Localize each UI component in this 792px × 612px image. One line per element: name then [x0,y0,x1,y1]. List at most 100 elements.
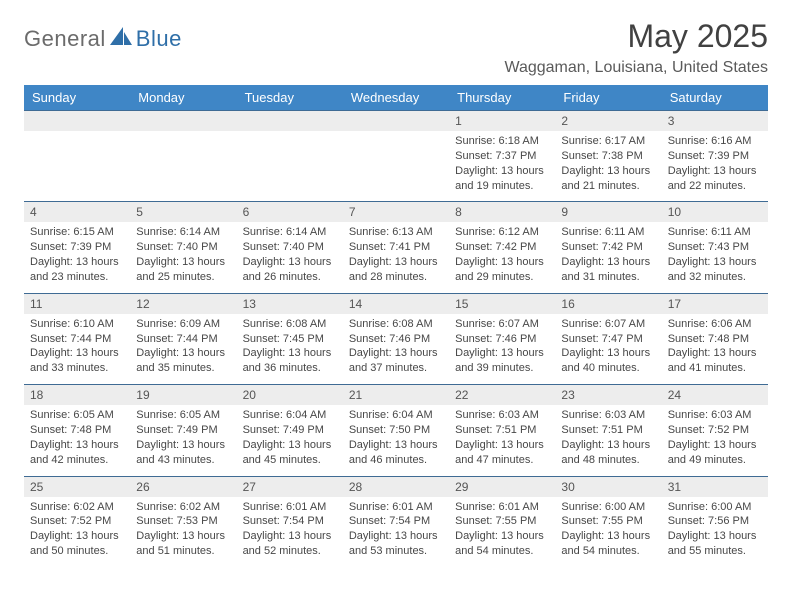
calendar-week-row: 25Sunrise: 6:02 AMSunset: 7:52 PMDayligh… [24,476,768,567]
day-body: Sunrise: 6:03 AMSunset: 7:51 PMDaylight:… [555,405,661,475]
logo-text-blue: Blue [136,26,182,52]
calendar-cell: 3Sunrise: 6:16 AMSunset: 7:39 PMDaylight… [662,111,768,202]
sunrise-line: Sunrise: 6:03 AM [561,408,655,423]
sunset-line: Sunset: 7:50 PM [349,423,443,438]
day-number: 19 [130,385,236,405]
daylight-line: Daylight: 13 hours and 51 minutes. [136,529,230,559]
sunset-line: Sunset: 7:54 PM [243,514,337,529]
sunrise-line: Sunrise: 6:03 AM [668,408,762,423]
daylight-line: Daylight: 13 hours and 42 minutes. [30,438,124,468]
sunrise-line: Sunrise: 6:16 AM [668,134,762,149]
calendar-body: 1Sunrise: 6:18 AMSunset: 7:37 PMDaylight… [24,111,768,567]
sunrise-line: Sunrise: 6:01 AM [455,500,549,515]
sunrise-line: Sunrise: 6:00 AM [561,500,655,515]
daylight-line: Daylight: 13 hours and 19 minutes. [455,164,549,194]
daylight-line: Daylight: 13 hours and 23 minutes. [30,255,124,285]
day-number: 2 [555,111,661,131]
day-body: Sunrise: 6:14 AMSunset: 7:40 PMDaylight:… [237,222,343,292]
day-body: Sunrise: 6:10 AMSunset: 7:44 PMDaylight:… [24,314,130,384]
daylight-line: Daylight: 13 hours and 32 minutes. [668,255,762,285]
day-number: 5 [130,202,236,222]
day-number: 13 [237,294,343,314]
logo-sail-icon [110,27,132,52]
day-body: Sunrise: 6:11 AMSunset: 7:43 PMDaylight:… [662,222,768,292]
daylight-line: Daylight: 13 hours and 54 minutes. [561,529,655,559]
day-body: Sunrise: 6:18 AMSunset: 7:37 PMDaylight:… [449,131,555,201]
day-body: Sunrise: 6:08 AMSunset: 7:45 PMDaylight:… [237,314,343,384]
day-number: 29 [449,477,555,497]
day-body: Sunrise: 6:06 AMSunset: 7:48 PMDaylight:… [662,314,768,384]
sunrise-line: Sunrise: 6:02 AM [30,500,124,515]
day-body: Sunrise: 6:13 AMSunset: 7:41 PMDaylight:… [343,222,449,292]
daylight-line: Daylight: 13 hours and 48 minutes. [561,438,655,468]
calendar-cell: 5Sunrise: 6:14 AMSunset: 7:40 PMDaylight… [130,202,236,293]
day-number: 26 [130,477,236,497]
weekday-header: Thursday [449,85,555,111]
calendar-header: SundayMondayTuesdayWednesdayThursdayFrid… [24,85,768,111]
sunrise-line: Sunrise: 6:17 AM [561,134,655,149]
day-body: Sunrise: 6:01 AMSunset: 7:55 PMDaylight:… [449,497,555,567]
weekday-header: Friday [555,85,661,111]
sunset-line: Sunset: 7:44 PM [30,332,124,347]
day-body: Sunrise: 6:16 AMSunset: 7:39 PMDaylight:… [662,131,768,201]
daylight-line: Daylight: 13 hours and 36 minutes. [243,346,337,376]
day-number: 6 [237,202,343,222]
sunset-line: Sunset: 7:46 PM [455,332,549,347]
calendar-cell [24,111,130,202]
day-number: 23 [555,385,661,405]
day-body: Sunrise: 6:02 AMSunset: 7:52 PMDaylight:… [24,497,130,567]
month-title: May 2025 [504,18,768,55]
calendar-cell: 31Sunrise: 6:00 AMSunset: 7:56 PMDayligh… [662,476,768,567]
calendar-cell: 7Sunrise: 6:13 AMSunset: 7:41 PMDaylight… [343,202,449,293]
calendar-week-row: 4Sunrise: 6:15 AMSunset: 7:39 PMDaylight… [24,202,768,293]
calendar-cell: 10Sunrise: 6:11 AMSunset: 7:43 PMDayligh… [662,202,768,293]
calendar-cell [343,111,449,202]
day-number: 25 [24,477,130,497]
sunset-line: Sunset: 7:38 PM [561,149,655,164]
day-body: Sunrise: 6:00 AMSunset: 7:55 PMDaylight:… [555,497,661,567]
day-number: 31 [662,477,768,497]
calendar-cell: 19Sunrise: 6:05 AMSunset: 7:49 PMDayligh… [130,385,236,476]
daylight-line: Daylight: 13 hours and 28 minutes. [349,255,443,285]
day-body [237,131,343,171]
calendar-cell: 14Sunrise: 6:08 AMSunset: 7:46 PMDayligh… [343,293,449,384]
daylight-line: Daylight: 13 hours and 29 minutes. [455,255,549,285]
day-body: Sunrise: 6:12 AMSunset: 7:42 PMDaylight:… [449,222,555,292]
daylight-line: Daylight: 13 hours and 53 minutes. [349,529,443,559]
sunset-line: Sunset: 7:56 PM [668,514,762,529]
day-body: Sunrise: 6:03 AMSunset: 7:51 PMDaylight:… [449,405,555,475]
day-number: 18 [24,385,130,405]
sunrise-line: Sunrise: 6:05 AM [30,408,124,423]
sunrise-line: Sunrise: 6:10 AM [30,317,124,332]
sunrise-line: Sunrise: 6:13 AM [349,225,443,240]
weekday-header: Sunday [24,85,130,111]
calendar-cell: 21Sunrise: 6:04 AMSunset: 7:50 PMDayligh… [343,385,449,476]
sunrise-line: Sunrise: 6:01 AM [243,500,337,515]
day-body: Sunrise: 6:03 AMSunset: 7:52 PMDaylight:… [662,405,768,475]
day-number: 17 [662,294,768,314]
daylight-line: Daylight: 13 hours and 47 minutes. [455,438,549,468]
day-body: Sunrise: 6:05 AMSunset: 7:49 PMDaylight:… [130,405,236,475]
day-number: 15 [449,294,555,314]
location: Waggaman, Louisiana, United States [504,59,768,77]
sunset-line: Sunset: 7:39 PM [30,240,124,255]
sunset-line: Sunset: 7:37 PM [455,149,549,164]
daylight-line: Daylight: 13 hours and 40 minutes. [561,346,655,376]
calendar-cell: 18Sunrise: 6:05 AMSunset: 7:48 PMDayligh… [24,385,130,476]
day-number: 27 [237,477,343,497]
day-body [24,131,130,171]
day-body: Sunrise: 6:11 AMSunset: 7:42 PMDaylight:… [555,222,661,292]
day-number: 9 [555,202,661,222]
day-body: Sunrise: 6:07 AMSunset: 7:47 PMDaylight:… [555,314,661,384]
sunset-line: Sunset: 7:41 PM [349,240,443,255]
calendar-table: SundayMondayTuesdayWednesdayThursdayFrid… [24,85,768,567]
calendar-cell: 24Sunrise: 6:03 AMSunset: 7:52 PMDayligh… [662,385,768,476]
sunset-line: Sunset: 7:40 PM [243,240,337,255]
sunset-line: Sunset: 7:48 PM [668,332,762,347]
day-number: 10 [662,202,768,222]
daylight-line: Daylight: 13 hours and 55 minutes. [668,529,762,559]
day-number: 12 [130,294,236,314]
day-body: Sunrise: 6:17 AMSunset: 7:38 PMDaylight:… [555,131,661,201]
header-row: General Blue May 2025 Waggaman, Louisian… [24,18,768,77]
day-number: 22 [449,385,555,405]
